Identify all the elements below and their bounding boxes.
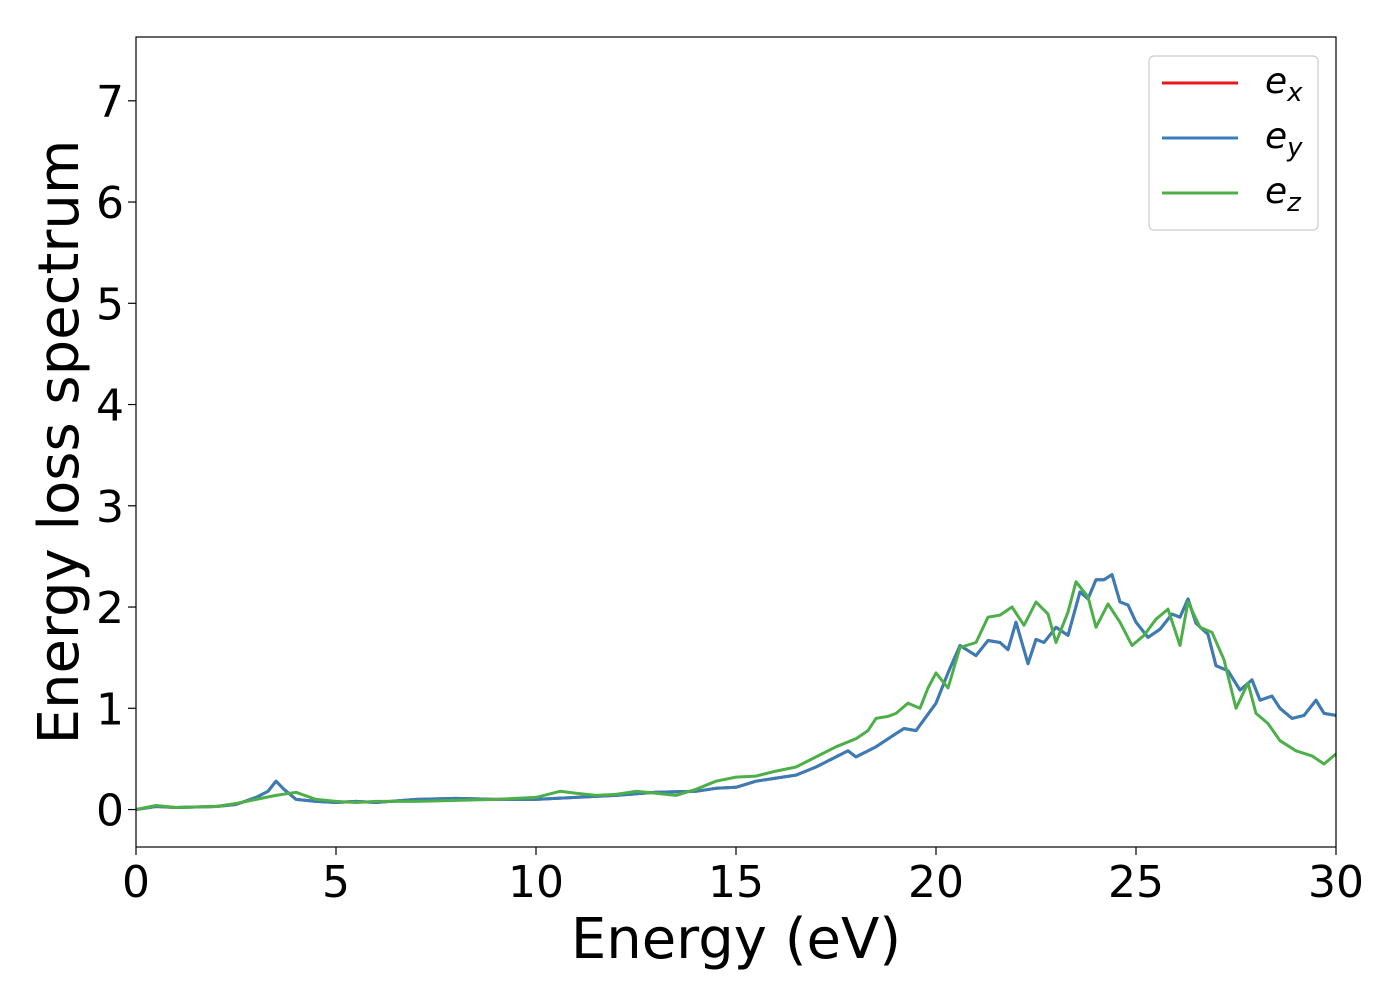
x-tick-label: 5 [322,857,350,908]
y-axis: 0 1 2 3 4 5 6 7 [96,77,136,837]
y-tick-label: 1 [96,684,124,735]
y-tick-label: 3 [96,482,124,533]
x-axis: 0 5 10 15 20 25 30 [122,847,1364,908]
x-tick-label: 30 [1308,857,1364,908]
x-tick-label: 25 [1108,857,1164,908]
y-tick-label: 0 [96,786,124,837]
series-line-x [136,573,1336,811]
y-tick-label: 5 [96,279,124,330]
y-tick-label: 6 [96,178,124,229]
series-line-z [136,580,1336,811]
plot-lines [136,573,1336,811]
legend-label-y: ey [1265,116,1303,163]
legend-box [1148,55,1319,231]
legend-label-z: ez [1265,171,1302,218]
x-tick-label: 0 [122,857,150,908]
x-tick-label: 20 [908,857,964,908]
y-axis-label: Energy loss spectrum [27,140,92,745]
series-line-y [136,573,1336,811]
legend: ex ey ez [1148,55,1319,231]
y-tick-label: 4 [96,381,124,432]
x-tick-label: 15 [708,857,764,908]
y-tick-label: 7 [96,77,124,128]
y-tick-label: 2 [96,583,124,634]
x-tick-label: 10 [508,857,564,908]
legend-label-x: ex [1265,61,1303,108]
x-axis-label: Energy (eV) [571,907,901,972]
